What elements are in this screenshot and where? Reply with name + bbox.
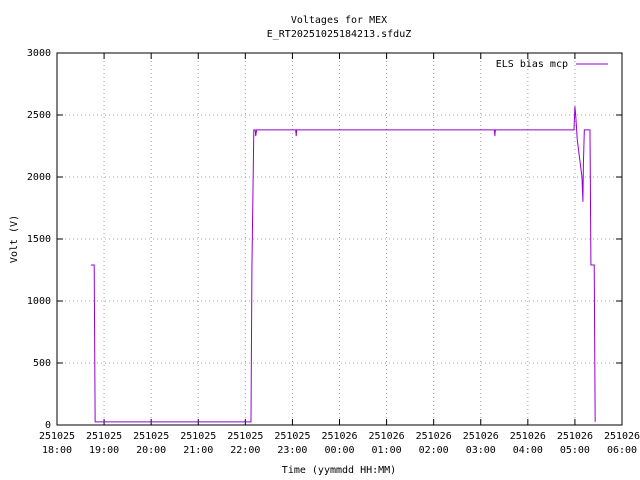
x-tick-label: 251026 04:00 (509, 431, 546, 456)
x-tick-label: 251025 23:00 (274, 431, 311, 456)
y-axis-label: Volt (V) (9, 215, 20, 263)
x-tick-label: 251025 20:00 (133, 431, 170, 456)
x-tick-label: 251026 03:00 (462, 431, 499, 456)
x-tick-label: 251026 06:00 (603, 431, 640, 456)
y-tick-label: 3000 (27, 48, 51, 59)
y-tick-label: 1000 (27, 296, 51, 307)
x-tick-label: 251026 02:00 (415, 431, 452, 456)
x-tick-label: 251025 22:00 (227, 431, 264, 456)
x-tick-label: 251025 19:00 (86, 431, 123, 456)
plot-frame (56, 52, 623, 426)
x-tick-label: 251026 00:00 (321, 431, 358, 456)
chart-title: Voltages for MEX (291, 15, 387, 26)
y-tick-label: 1500 (27, 234, 51, 245)
x-tick-label: 251026 01:00 (368, 431, 405, 456)
x-tick-label: 251025 21:00 (180, 431, 217, 456)
y-tick-label: 2500 (27, 110, 51, 121)
x-tick-label: 251025 18:00 (38, 431, 76, 456)
y-tick-label: 2000 (27, 172, 51, 183)
y-tick-label: 0 (45, 420, 51, 431)
x-axis-label: Time (yymmdd HH:MM) (282, 465, 396, 476)
data-line (90, 106, 596, 423)
y-tick-label: 500 (33, 358, 51, 369)
chart-subtitle: E_RT20251025184213.sfduZ (267, 29, 412, 40)
legend-label: ELS bias mcp (496, 59, 568, 70)
x-tick-label: 251026 05:00 (556, 431, 593, 456)
